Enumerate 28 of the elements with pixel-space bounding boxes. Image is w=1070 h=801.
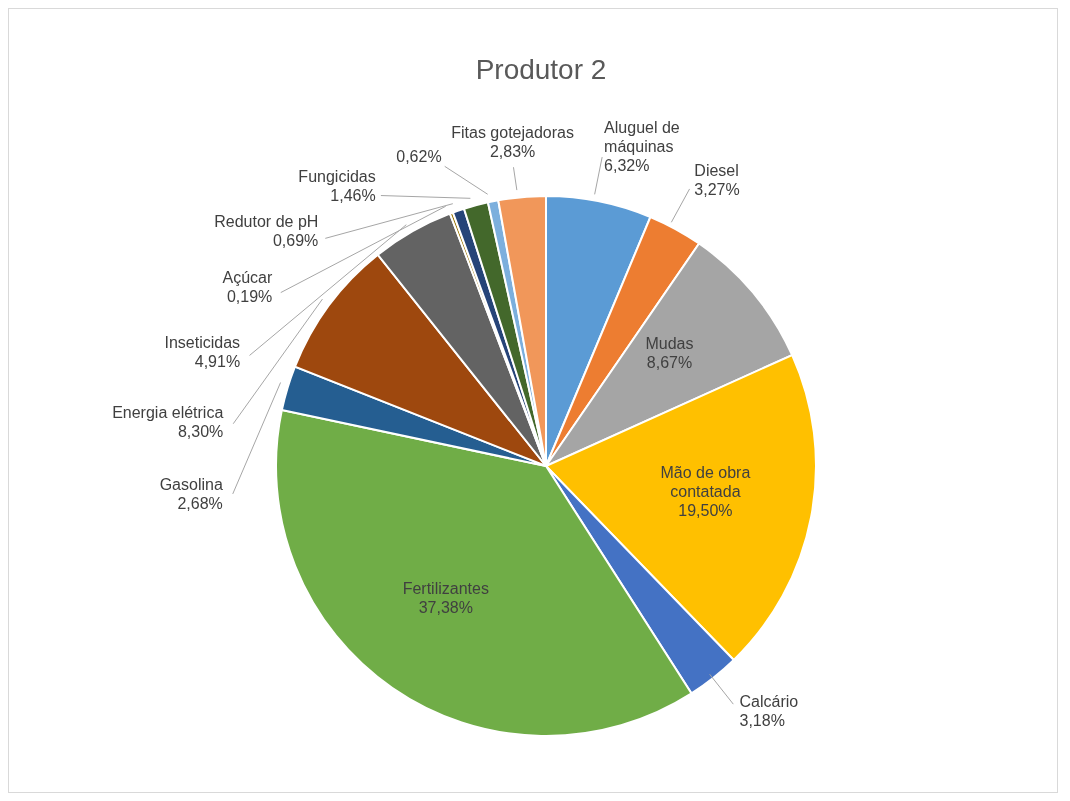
slice-label: Mudas (645, 335, 694, 353)
data-label: 37,38% (418, 599, 473, 617)
slice-label: Fungicidas (298, 168, 376, 186)
data-label: 6,32% (604, 157, 650, 175)
slice-label: Aluguel de máquinas (604, 119, 680, 156)
data-label: 1,46% (330, 187, 376, 205)
data-label: 3,27% (694, 180, 740, 198)
data-label: 4,91% (194, 352, 241, 370)
data-label: 19,50% (678, 502, 733, 520)
slice-label: Redutor de pH (214, 212, 319, 230)
slice-label: Mão de obra contatada (660, 464, 751, 501)
data-label: 0,62% (396, 147, 442, 165)
slice-label: Energia elétrica (112, 404, 224, 422)
data-label: 2,83% (489, 142, 536, 160)
slice-label: Açúcar (222, 268, 274, 286)
chart-title: Produtor 2 (475, 54, 607, 85)
data-label: 3,18% (739, 712, 785, 730)
data-label: 8,67% (646, 354, 693, 372)
slice-label: Diesel (694, 161, 739, 179)
data-label: 2,68% (177, 495, 223, 513)
slice-label: Inseticidas (164, 333, 241, 351)
data-label: 0,19% (226, 287, 273, 305)
slice-label: Fitas gotejadoras (451, 123, 574, 141)
data-label: 0,69% (272, 231, 319, 249)
slice-label: Gasolina (159, 476, 223, 494)
data-label: 8,30% (177, 423, 224, 441)
slice-label: Fertilizantes (402, 580, 489, 598)
slice-label: Calcário (739, 693, 799, 711)
